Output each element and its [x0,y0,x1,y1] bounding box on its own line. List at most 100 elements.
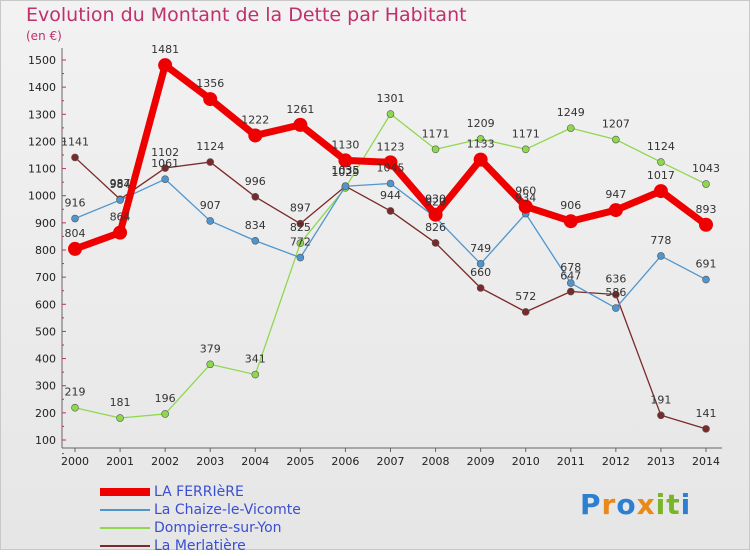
data-label: 1124 [647,140,675,153]
data-point [521,145,530,154]
y-tick-label: 300 [35,380,56,393]
x-tick-label: 2013 [647,455,675,468]
logo-letter: i [655,488,667,521]
data-label: 1171 [422,127,450,140]
data-point [251,236,260,245]
y-tick-label: 200 [35,407,56,420]
chart-subtitle: (en €) [26,29,62,43]
x-tick-label: 2006 [331,455,359,468]
data-label: 825 [290,221,311,234]
data-point [116,196,124,204]
data-label: 219 [65,386,86,399]
y-tick-label: 1300 [28,108,56,121]
x-tick-label: 2008 [422,455,450,468]
data-label: 834 [245,219,266,232]
data-point [71,153,79,162]
data-label: 947 [605,188,626,201]
legend-swatch [100,509,150,511]
data-point [341,182,350,191]
data-label: 1133 [467,138,495,151]
y-tick-label: 1100 [28,163,56,176]
data-point [653,184,668,199]
data-point [563,214,578,229]
x-tick-label: 2010 [512,455,540,468]
y-tick-label: 900 [35,217,56,230]
legend-swatch [100,527,150,529]
data-point [657,252,665,260]
data-point [473,152,488,167]
data-point [608,203,623,218]
legend-label: Dompierre-sur-Yon [154,520,282,536]
data-label: 934 [515,192,536,205]
data-point [71,403,79,412]
data-point [476,260,485,268]
data-label: 1035 [331,164,359,177]
data-label: 1130 [331,138,359,151]
data-point [612,290,620,299]
data-point [203,92,218,107]
y-tick-label: 1000 [28,190,56,203]
data-label: 906 [560,199,581,212]
legend-item: LA FERRIèRE [100,484,360,502]
data-label: 1207 [602,118,630,131]
data-point [293,117,308,132]
x-tick-label: 2007 [377,455,405,468]
data-label: 1045 [377,162,405,175]
data-point [386,179,395,188]
data-label: 572 [515,290,536,303]
data-label: 1171 [512,127,540,140]
y-tick-label: 400 [35,353,56,366]
data-point [113,225,128,240]
data-label: 660 [470,266,491,279]
chart-legend: LA FERRIèRE La Chaize-le-Vicomte Dompierre… [100,484,360,556]
data-label: 772 [290,236,311,249]
data-point [702,425,710,433]
data-point [296,253,305,262]
data-label: 636 [605,273,626,286]
data-point [251,193,260,201]
legend-label: La Chaize-le-Vicomte [154,502,301,518]
data-label: 1301 [377,92,405,105]
data-point [612,135,620,144]
data-point [431,239,440,247]
legend-item: La Chaize-le-Vicomte [100,502,360,520]
y-tick-label: 100 [35,434,56,447]
legend-label: La Merlatière [154,538,246,554]
legend-swatch [100,545,150,547]
x-tick-label: 2009 [467,455,495,468]
data-point [521,308,530,316]
logo-letter: i [680,488,692,521]
data-label: 1017 [647,169,675,182]
data-point [206,360,215,369]
x-tick-label: 2014 [692,455,720,468]
data-label: 181 [110,396,131,409]
data-point [206,217,215,225]
data-point [161,175,169,183]
x-tick-label: 2011 [557,455,585,468]
data-label: 1102 [151,146,179,159]
data-label: 1035 [331,164,359,177]
x-tick-label: 2012 [602,455,630,468]
y-tick-label: 700 [35,271,56,284]
data-label: 1249 [557,106,585,119]
data-label: 1141 [61,135,89,148]
data-label: 826 [425,221,446,234]
data-point [161,410,169,418]
logo-letter: t [666,488,681,521]
data-point [206,158,215,166]
data-point [566,287,575,296]
data-label: 1061 [151,157,179,170]
data-label: 141 [696,407,717,420]
data-label: 1356 [196,77,224,90]
data-point [296,239,305,248]
data-label: 907 [200,199,221,212]
data-point [702,180,710,188]
y-tick-label: 800 [35,244,56,257]
x-tick-label: 2003 [196,455,224,468]
data-point [386,207,395,215]
y-tick-label: 1500 [28,54,56,67]
data-label: 196 [155,392,176,405]
data-point [657,411,665,420]
data-label: 1481 [151,43,179,56]
